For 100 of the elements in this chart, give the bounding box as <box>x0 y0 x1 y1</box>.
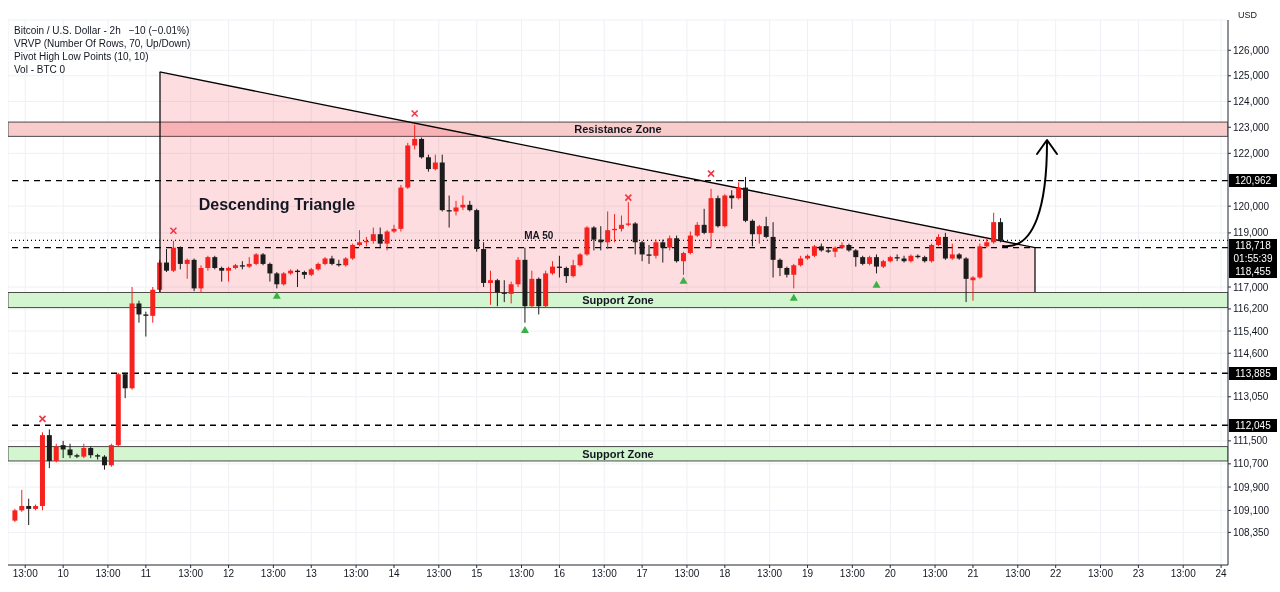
x-tick-label: 13 <box>305 568 318 580</box>
candlestick <box>791 263 797 289</box>
x-tick-label: 21 <box>967 568 979 580</box>
y-tick-label: 109,900 <box>1233 481 1270 493</box>
y-tick-label: 110,700 <box>1233 458 1269 470</box>
annotation: Vol - BTC 0 <box>14 63 67 76</box>
x-tick-label: 13:00 <box>674 568 700 580</box>
candlestick <box>639 240 645 262</box>
candlestick <box>19 489 25 513</box>
candlestick <box>942 232 948 261</box>
y-axis-title: USD <box>1238 10 1258 20</box>
annotation: VRVP (Number Of Rows, 70, Up/Down) <box>14 37 191 50</box>
candlestick <box>198 264 204 293</box>
legend-label: 118,455 <box>1229 264 1277 278</box>
x-tick-label: 13:00 <box>922 568 949 580</box>
band-label: Support Zone <box>581 446 655 461</box>
y-tick-label: 113,050 <box>1233 391 1269 403</box>
y-tick-label: 126,000 <box>1233 44 1270 56</box>
candlestick <box>674 235 680 264</box>
y-tick-label: 117,000 <box>1233 281 1269 293</box>
x-tick-label: 17 <box>636 568 649 580</box>
x-tick-label: 24 <box>1215 568 1228 580</box>
candlestick <box>770 221 776 278</box>
candlestick <box>646 244 652 265</box>
x-tick-label: 13:00 <box>1170 568 1197 580</box>
candlestick <box>267 262 273 283</box>
candlestick <box>749 218 755 247</box>
text: −10 (−0.01%) <box>128 25 190 36</box>
candlestick <box>929 243 935 264</box>
candlestick <box>832 245 838 258</box>
x-tick-label: 13:00 <box>757 568 783 580</box>
ref-line-label: 112,045 <box>1229 418 1277 432</box>
candlestick <box>687 231 693 255</box>
y-tick-label: 125,000 <box>1233 70 1270 82</box>
candlestick <box>763 216 769 239</box>
y-tick-label: 108,350 <box>1233 526 1270 538</box>
x-tick-label: 13:00 <box>508 568 535 580</box>
candlestick <box>384 229 390 251</box>
candlestick <box>970 275 976 302</box>
x-tick-label: 13:00 <box>839 568 866 580</box>
y-tick-label: 109,100 <box>1233 504 1270 516</box>
candlestick <box>26 498 32 526</box>
candlestick <box>487 270 493 306</box>
candlestick <box>494 278 500 307</box>
candlestick <box>632 221 638 255</box>
x-tick-label: 13:00 <box>343 568 370 580</box>
candlestick <box>605 210 611 250</box>
candlestick <box>908 253 914 264</box>
candlestick <box>777 257 783 277</box>
x-tick-label: 19 <box>801 568 814 580</box>
candlestick <box>501 279 507 303</box>
text: 01:55:39 <box>1229 251 1277 265</box>
x-tick-label: 20 <box>884 568 897 580</box>
y-tick-label: 114,600 <box>1233 347 1269 359</box>
candlestick <box>660 239 666 264</box>
x-tick-label: 13:00 <box>1087 568 1114 580</box>
candlestick <box>839 241 845 250</box>
candlestick <box>653 239 659 259</box>
candlestick <box>377 227 383 249</box>
y-tick-label: 116,200 <box>1233 303 1269 315</box>
candlestick <box>963 256 969 303</box>
candlestick <box>170 240 176 273</box>
candlestick <box>591 225 597 251</box>
band-label: Support Zone <box>581 293 655 308</box>
x-tick-label: 23 <box>1132 568 1145 580</box>
y-tick-label: 124,000 <box>1233 95 1270 107</box>
candlestick <box>508 281 514 304</box>
annotation: MA 50 <box>523 228 555 243</box>
y-tick-label: 123,000 <box>1233 121 1270 133</box>
candlestick <box>184 257 190 280</box>
x-tick-label: 14 <box>388 568 400 580</box>
x-tick-label: 12 <box>223 568 235 580</box>
x-tick-label: 13:00 <box>95 568 121 580</box>
candlestick <box>67 443 73 459</box>
x-tick-label: 10 <box>57 568 70 580</box>
candlestick <box>873 253 879 274</box>
x-tick-label: 18 <box>719 568 731 580</box>
x-tick-label: 13:00 <box>12 568 39 580</box>
x-tick-label: 15 <box>471 568 483 580</box>
candlestick <box>680 251 686 276</box>
candlestick <box>53 443 59 463</box>
annotation: Descending Triangle <box>197 195 357 215</box>
x-tick-label: 13:00 <box>426 568 452 580</box>
candlestick <box>998 217 1004 243</box>
ref-line-label: 118,718 <box>1229 238 1277 252</box>
x-tick-label: 11 <box>140 568 152 580</box>
text: Bitcoin / U.S. Dollar - 2h <box>14 25 121 36</box>
candlestick <box>177 245 183 270</box>
y-tick-label: 122,000 <box>1233 147 1270 159</box>
candlestick <box>74 453 80 459</box>
x-tick-label: 13:00 <box>591 568 618 580</box>
annotation: Pivot High Low Points (10, 10) <box>14 50 150 63</box>
band-label: Resistance Zone <box>573 122 663 137</box>
candlestick <box>391 224 397 234</box>
ref-line-label: 113,885 <box>1229 366 1277 380</box>
candlestick <box>419 137 425 160</box>
x-tick-label: 13:00 <box>1005 568 1031 580</box>
y-tick-label: 115,400 <box>1233 325 1269 337</box>
x-tick-label: 13:00 <box>260 568 287 580</box>
candlestick <box>143 311 149 338</box>
